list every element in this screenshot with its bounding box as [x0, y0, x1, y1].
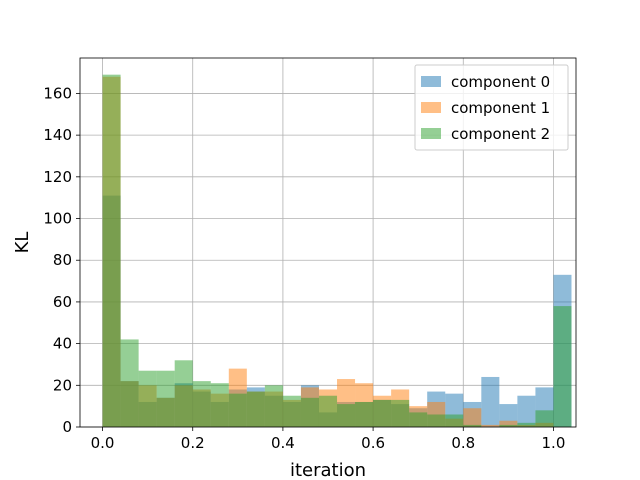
legend-label: component 2: [451, 125, 550, 143]
x-tick-label: 0.0: [91, 434, 115, 452]
histogram-bar: [138, 370, 157, 427]
histogram-bar: [174, 360, 193, 427]
y-tick-label: 40: [53, 335, 72, 353]
plot-frame: [79, 57, 577, 428]
histogram-bar: [535, 410, 554, 427]
x-tick-label: 0.2: [181, 434, 205, 452]
legend-box: [414, 64, 569, 151]
histogram-bar: [517, 395, 536, 427]
y-tick-label: 0: [62, 418, 72, 436]
histogram-bar: [463, 424, 482, 427]
y-tick-label: 60: [53, 293, 72, 311]
y-tick-label: 120: [43, 168, 72, 186]
x-tick-label: 1.0: [542, 434, 566, 452]
y-tick-label: 140: [43, 126, 72, 144]
x-axis-ticks: 0.0 0.2 0.4 0.6 0.8 1.0: [91, 427, 566, 452]
legend-swatch: [421, 102, 441, 113]
y-axis-label: KL: [12, 232, 33, 254]
histogram-bar: [445, 414, 464, 427]
x-tick-label: 0.6: [361, 434, 385, 452]
histogram-bar: [481, 376, 500, 427]
histogram-bar: [337, 404, 356, 427]
histogram-bar: [300, 397, 319, 427]
histogram-bar: [499, 420, 518, 427]
histogram-bar: [120, 339, 139, 427]
histogram-bar: [481, 424, 500, 427]
histogram-bar: [499, 424, 518, 427]
legend-label: component 1: [451, 99, 550, 117]
histogram-bar: [246, 391, 265, 427]
x-axis-label: iteration: [290, 460, 366, 480]
histogram-bar: [463, 408, 482, 427]
histogram-bar: [102, 74, 121, 427]
histogram-bar: [391, 399, 410, 427]
histogram-bar: [355, 401, 374, 427]
histogram-bar: [409, 412, 428, 427]
histogram-bar: [264, 385, 283, 427]
histogram-bar: [318, 395, 338, 427]
x-tick-label: 0.4: [271, 434, 295, 452]
histogram-bar: [282, 395, 301, 427]
histogram-bar: [228, 393, 247, 427]
y-tick-label: 80: [53, 251, 72, 269]
histogram-bar: [210, 383, 229, 427]
y-tick-label: 20: [53, 376, 72, 394]
legend-label: component 0: [451, 73, 550, 91]
histogram-bar: [373, 399, 392, 427]
legend-swatch: [421, 128, 441, 139]
histogram-bars: [102, 74, 572, 428]
histogram-bar: [156, 370, 175, 427]
histogram-bar: [427, 414, 446, 427]
histogram-bar: [517, 422, 536, 427]
y-axis-ticks: 0 20 40 60 80 100 120 140 160: [43, 84, 80, 436]
legend-swatch: [421, 76, 441, 87]
series-2-bars: [102, 74, 572, 427]
histogram-bar: [192, 381, 211, 427]
legend: component 0 component 1 component 2: [414, 64, 569, 151]
y-tick-label: 100: [43, 210, 72, 228]
x-tick-label: 0.8: [451, 434, 475, 452]
histogram-bar: [553, 306, 572, 427]
y-tick-label: 160: [43, 84, 72, 102]
